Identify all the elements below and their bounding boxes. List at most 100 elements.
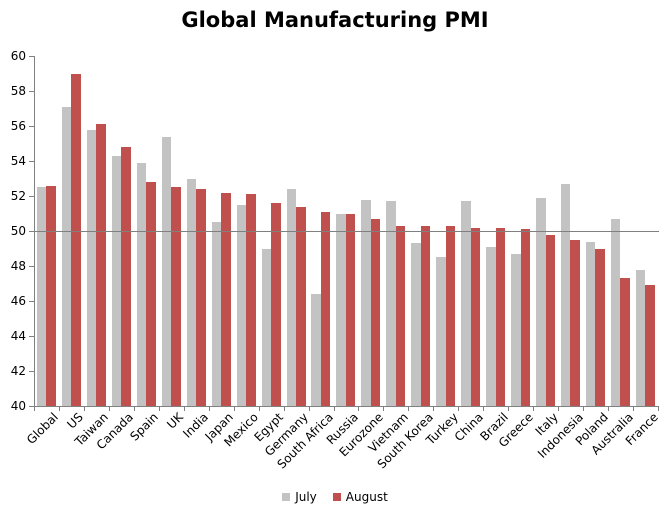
- y-tick-mark-48: [29, 265, 35, 267]
- x-tick-mark: [333, 407, 335, 411]
- bar-august-south-africa: [320, 211, 331, 406]
- legend-item-august: August: [332, 490, 388, 504]
- plot-area: [34, 56, 658, 406]
- bar-august-france: [645, 285, 655, 406]
- y-tick-mark-52: [29, 195, 35, 197]
- bar-group-russia: [333, 56, 358, 406]
- x-tick-mark: [283, 407, 285, 411]
- legend: July August: [0, 489, 670, 505]
- bar-july-australia: [610, 218, 621, 406]
- x-tick-mark: [233, 407, 235, 411]
- bar-july-egypt: [261, 248, 272, 406]
- x-tick-mark: [533, 407, 535, 411]
- chart-title: Global Manufacturing PMI: [181, 8, 489, 32]
- bar-group-spain: [134, 56, 159, 406]
- bar-group-turkey: [433, 56, 458, 406]
- bar-august-global: [46, 185, 56, 406]
- x-tick-mark: [308, 407, 310, 411]
- bar-group-taiwan: [84, 56, 109, 406]
- bar-group-egypt: [259, 56, 284, 406]
- bar-group-global: [34, 56, 59, 406]
- x-tick-mark: [34, 407, 35, 411]
- legend-july-label: July: [295, 490, 317, 504]
- bar-july-greece: [511, 253, 521, 406]
- bar-group-france: [633, 56, 658, 406]
- bar-july-south-africa: [311, 294, 321, 406]
- y-tick-label-58: 58: [10, 84, 26, 98]
- bar-july-turkey: [436, 257, 446, 406]
- bar-august-greece: [520, 229, 531, 406]
- bar-july-france: [635, 269, 646, 406]
- bar-group-us: [59, 56, 84, 406]
- bar-july-germany: [286, 189, 296, 406]
- bar-july-south-korea: [411, 243, 421, 406]
- bar-group-japan: [209, 56, 234, 406]
- x-tick-mark: [658, 407, 659, 411]
- bar-group-indonesia: [558, 56, 583, 406]
- legend-item-july: July: [282, 490, 317, 504]
- pmi-50-reference-line: [29, 231, 659, 232]
- x-tick-mark: [608, 407, 610, 411]
- bar-group-greece: [508, 56, 533, 406]
- x-tick-mark: [633, 407, 635, 411]
- bar-august-poland: [595, 248, 605, 406]
- bar-august-russia: [345, 213, 356, 406]
- bar-july-russia: [336, 213, 346, 406]
- bar-group-china: [458, 56, 483, 406]
- y-tick-label-46: 46: [10, 294, 26, 308]
- x-tick-mark: [58, 407, 60, 411]
- x-tick-mark: [433, 407, 435, 411]
- x-tick-mark: [358, 407, 360, 411]
- x-tick-mark: [583, 407, 585, 411]
- bar-august-indonesia: [570, 239, 580, 406]
- bar-group-germany: [284, 56, 309, 406]
- x-tick-mark: [133, 407, 135, 411]
- bar-august-eurozone: [370, 218, 381, 406]
- x-tick-mark: [158, 407, 160, 411]
- y-tick-mark-40: [29, 405, 35, 407]
- x-tick-mark: [458, 407, 460, 411]
- bar-august-canada: [121, 147, 131, 406]
- x-tick-mark: [383, 407, 385, 411]
- y-tick-label-42: 42: [10, 364, 26, 378]
- y-tick-mark-58: [29, 90, 35, 92]
- bar-august-italy: [545, 234, 556, 406]
- bar-july-spain: [136, 162, 147, 406]
- y-tick-label-52: 52: [10, 189, 26, 203]
- x-tick-mark: [108, 407, 110, 411]
- y-tick-mark-42: [29, 370, 35, 372]
- bar-group-south-korea: [408, 56, 433, 406]
- y-tick-label-54: 54: [10, 154, 26, 168]
- bar-july-india: [186, 178, 197, 406]
- bar-july-canada: [111, 155, 122, 406]
- y-tick-mark-54: [29, 160, 35, 162]
- bar-august-australia: [620, 278, 630, 406]
- y-tick-label-40: 40: [10, 399, 26, 413]
- x-tick-mark: [83, 407, 85, 411]
- bar-july-italy: [536, 197, 546, 406]
- bar-july-brazil: [486, 246, 496, 406]
- x-tick-mark: [408, 407, 410, 411]
- bar-july-indonesia: [560, 183, 571, 406]
- bar-july-taiwan: [86, 129, 97, 406]
- y-tick-label-50: 50: [10, 224, 26, 238]
- x-axis-line: [34, 406, 659, 407]
- bar-august-south-korea: [420, 225, 431, 406]
- legend-july-swatch: [282, 493, 291, 501]
- y-tick-label-44: 44: [10, 329, 26, 343]
- y-tick-mark-44: [29, 335, 35, 337]
- bar-august-us: [71, 73, 81, 406]
- bar-august-china: [470, 227, 481, 406]
- bar-august-brazil: [495, 227, 506, 406]
- x-tick-mark: [558, 407, 560, 411]
- bar-august-turkey: [445, 225, 456, 406]
- y-tick-label-60: 60: [10, 49, 26, 63]
- bar-august-spain: [146, 182, 156, 406]
- x-tick-mark: [508, 407, 510, 411]
- bar-august-taiwan: [96, 124, 106, 406]
- bar-august-india: [196, 189, 206, 406]
- y-tick-mark-60: [29, 55, 35, 57]
- y-tick-mark-46: [29, 300, 35, 302]
- bar-group-india: [184, 56, 209, 406]
